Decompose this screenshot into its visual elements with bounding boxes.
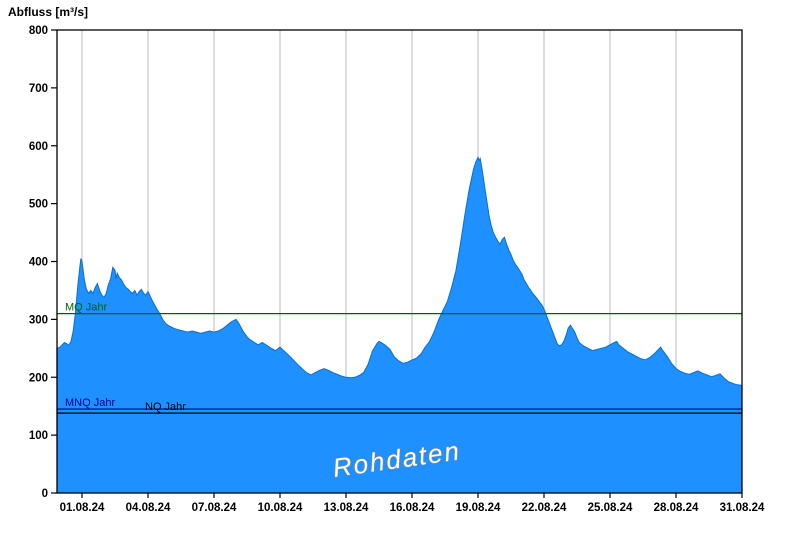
x-axis-tick-label: 10.08.24 bbox=[258, 502, 303, 514]
ref-line-label-nq: NQ Jahr bbox=[145, 401, 186, 413]
x-axis-tick-label: 19.08.24 bbox=[456, 502, 501, 514]
y-axis-tick-label: 800 bbox=[29, 25, 48, 37]
y-axis-tick-label: 500 bbox=[29, 199, 48, 211]
y-axis-tick-label: 200 bbox=[29, 372, 48, 384]
y-axis-tick-label: 300 bbox=[29, 314, 48, 326]
x-axis-tick-label: 07.08.24 bbox=[192, 502, 237, 514]
y-axis-tick-label: 700 bbox=[29, 83, 48, 95]
x-axis-tick-label: 16.08.24 bbox=[390, 502, 435, 514]
y-axis-tick-label: 0 bbox=[42, 488, 48, 500]
y-axis-tick-label: 400 bbox=[29, 257, 48, 269]
x-axis-tick-label: 13.08.24 bbox=[324, 502, 369, 514]
ref-line-label-mq: MQ Jahr bbox=[65, 302, 108, 314]
x-axis-tick-label: 22.08.24 bbox=[522, 502, 567, 514]
y-axis-tick-label: 600 bbox=[29, 141, 48, 153]
chart-title: Abfluss [m³/s] bbox=[8, 5, 89, 19]
x-axis-tick-label: 28.08.24 bbox=[654, 502, 699, 514]
y-axis-tick-label: 100 bbox=[29, 430, 48, 442]
x-axis-tick-label: 01.08.24 bbox=[60, 502, 105, 514]
x-axis-tick-label: 31.08.24 bbox=[720, 502, 765, 514]
ref-line-label-mnq: MNQ Jahr bbox=[65, 397, 115, 409]
x-axis-tick-label: 04.08.24 bbox=[126, 502, 171, 514]
x-axis-tick-label: 25.08.24 bbox=[588, 502, 633, 514]
